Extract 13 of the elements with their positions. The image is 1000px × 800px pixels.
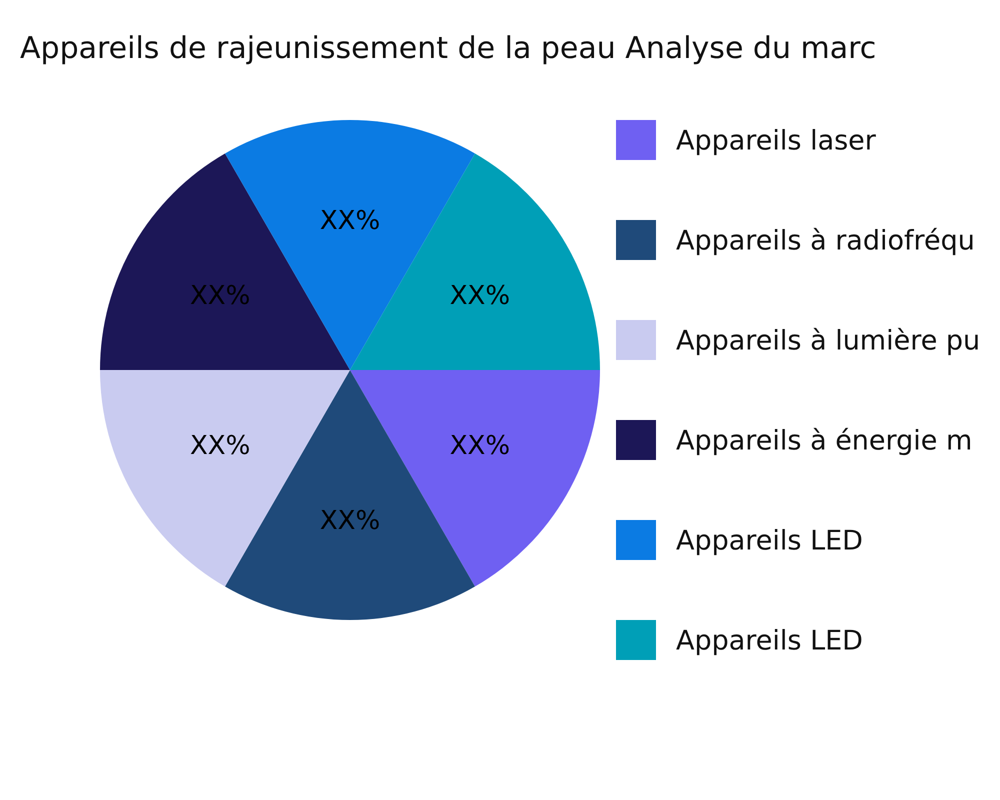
data-label: XX% [190, 431, 250, 462]
legend-label: Appareils à lumière pu [676, 325, 980, 356]
chart-title: Appareils de rajeunissement de la peau Analyse du marc [20, 31, 876, 66]
data-label: XX% [450, 431, 510, 462]
data-label: XX% [450, 281, 510, 312]
legend-label: Appareils LED [676, 525, 863, 556]
legend-label: Appareils à énergie m [676, 425, 972, 456]
data-label: XX% [320, 506, 380, 536]
data-label: XX% [320, 206, 380, 236]
legend-label: Appareils à radiofréqu [676, 225, 975, 256]
legend-label: Appareils laser [676, 125, 877, 156]
legend-label: Appareils LED [676, 625, 863, 656]
data-label: XX% [190, 281, 250, 312]
